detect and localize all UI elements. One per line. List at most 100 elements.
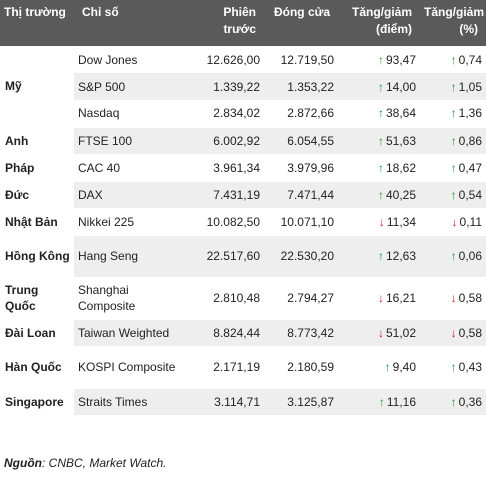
header-chg-pts: Tăng/giảm (điểm): [338, 0, 420, 46]
change-points-value: 14,00: [385, 79, 416, 94]
country-cell: Mỹ: [0, 46, 74, 127]
index-name-cell: DAX: [74, 180, 190, 208]
arrow-up-icon: ↑: [450, 394, 457, 409]
close-cell: 6.054,55: [264, 126, 338, 154]
prev-close-cell: 22.517,60: [190, 234, 264, 277]
arrow-down-icon: ↓: [377, 325, 384, 340]
header-row: Thị trường Chỉ số Phiên trước Đóng cửa T…: [0, 0, 486, 46]
prev-close-cell: 6.002,92: [190, 126, 264, 154]
change-percent-value: 0,58: [458, 291, 482, 305]
index-name-cell: FTSE 100: [74, 126, 190, 154]
change-points-cell: ↑ 93,47: [338, 46, 420, 73]
close-cell: 3.979,96: [264, 153, 338, 181]
arrow-up-icon: ↑: [450, 79, 457, 94]
change-percent-cell: ↓ 0,58: [420, 276, 486, 319]
change-percent-cell: ↑ 0,36: [420, 387, 486, 415]
index-name-cell: Straits Times: [74, 387, 190, 415]
table-row: Pháp CAC 40 3.961,34 3.979,96 ↑ 18,62 ↑ 0,47: [0, 153, 486, 181]
index-name-cell: Dow Jones: [78, 52, 138, 67]
change-points-value: 11,34: [386, 214, 416, 229]
arrow-up-icon: ↑: [377, 106, 384, 121]
arrow-up-icon: ↑: [378, 394, 385, 409]
table-row: Anh FTSE 100 6.002,92 6.054,55 ↑ 51,63 ↑ 0,86: [0, 126, 486, 154]
close-cell: 8.773,42: [264, 318, 338, 346]
change-percent-cell: ↓ 0,58: [420, 318, 486, 346]
prev-close-cell: 7.431,19: [190, 180, 264, 208]
change-points-cell: ↑ 38,64: [338, 100, 420, 127]
country-cell: Nhật Bản: [0, 207, 74, 235]
table-body: Mỹ Dow Jones 12.626,00 12.719,50 ↑ 93,47 ↑ 0,74…: [0, 46, 486, 415]
change-percent-cell: ↑ 0,47: [420, 153, 486, 181]
change-percent-value: 0,43: [458, 360, 482, 374]
arrow-down-icon: ↓: [450, 291, 457, 305]
close-cell: 7.471,44: [264, 180, 338, 208]
prev-close-cell: 3.114,71: [190, 387, 264, 415]
change-points-value: 9,40: [392, 360, 416, 374]
arrow-down-icon: ↓: [378, 214, 385, 229]
arrow-up-icon: ↑: [384, 360, 391, 374]
change-points-value: 51,02: [385, 325, 416, 340]
header-chg-pct: Tăng/giảm (%): [420, 0, 486, 46]
table-row: Hồng Kông Hang Seng 22.517,60 22.530,20 ↑ 12,…: [0, 234, 486, 277]
arrow-up-icon: ↑: [377, 52, 384, 67]
change-percent-value: 0,47: [458, 160, 482, 175]
change-percent-value: 1,36: [458, 106, 482, 121]
table-row: S&P 500 1.339,22 1.353,22 ↑ 14,00 ↑ 1,05: [0, 73, 486, 100]
index-name-cell: Hang Seng: [74, 234, 190, 277]
index-name-cell: Nasdaq: [78, 106, 120, 121]
change-points-value: 16,21: [385, 291, 416, 305]
prev-close-cell: 2.171,19: [190, 345, 264, 388]
country-cell: Hàn Quốc: [0, 345, 74, 388]
header-prev: Phiên trước: [190, 0, 264, 46]
header-close: Đóng cửa: [264, 0, 338, 46]
prev-close-cell: 10.082,50: [190, 207, 264, 235]
change-points-value: 38,64: [385, 106, 416, 121]
index-name-cell: Nikkei 225: [74, 207, 190, 235]
table-row: Đài Loan Taiwan Weighted 8.824,44 8.773,42 ↓…: [0, 318, 486, 346]
index-name-cell: Taiwan Weighted: [74, 318, 190, 346]
change-percent-value: 0,36: [458, 394, 482, 409]
change-points-cell: ↑ 18,62: [338, 153, 420, 181]
country-cell: Đức: [0, 180, 74, 208]
arrow-up-icon: ↑: [377, 79, 384, 94]
arrow-up-icon: ↑: [450, 133, 457, 148]
change-points-cell: ↑ 12,63: [338, 234, 420, 277]
change-percent-value: 0,86: [458, 133, 482, 148]
arrow-up-icon: ↑: [450, 106, 457, 121]
prev-close-cell: 3.961,34: [190, 153, 264, 181]
country-cell: Trung Quốc: [0, 276, 74, 319]
country-cell: Singapore: [0, 387, 74, 415]
index-name-cell: S&P 500: [74, 73, 190, 100]
change-percent-cell: ↑ 1,36: [420, 100, 486, 127]
source-label: Nguồn: [4, 456, 42, 470]
source-text: : CNBC, Market Watch.: [42, 456, 167, 470]
change-percent-cell: ↓ 0,11: [420, 207, 486, 235]
close-cell: 3.125,87: [264, 387, 338, 415]
close-cell: 2.872,66: [287, 106, 334, 121]
table-row: Mỹ Dow Jones 12.626,00 12.719,50 ↑ 93,47 ↑ 0,74: [0, 46, 486, 127]
table-row: Nhật Bản Nikkei 225 10.082,50 10.071,10 ↓ 11,…: [0, 207, 486, 235]
country-cell: Hồng Kông: [0, 234, 74, 277]
arrow-down-icon: ↓: [377, 291, 384, 305]
arrow-up-icon: ↑: [450, 249, 457, 263]
table-row: Singapore Straits Times 3.114,71 3.125,87 ↑ 1…: [0, 387, 486, 415]
prev-close-cell: 1.339,22: [190, 73, 264, 100]
change-points-cell: ↑ 14,00: [338, 73, 420, 100]
index-name-cell: Shanghai Composite: [74, 276, 190, 319]
change-points-cell: ↓ 11,34: [338, 207, 420, 235]
change-points-cell: ↑ 9,40: [338, 345, 420, 388]
market-index-table: Thị trường Chỉ số Phiên trước Đóng cửa T…: [0, 0, 486, 415]
change-points-cell: ↑ 11,16: [338, 387, 420, 415]
table-row: Trung Quốc Shanghai Composite 2.810,48 2.79…: [0, 276, 486, 319]
close-cell: 1.353,22: [264, 73, 338, 100]
arrow-down-icon: ↓: [451, 214, 458, 229]
country-cell: Anh: [0, 126, 74, 154]
prev-close-cell: 2.834,02: [213, 106, 260, 121]
arrow-up-icon: ↑: [450, 187, 457, 202]
source-note: Nguồn: CNBC, Market Watch.: [4, 456, 166, 470]
change-points-value: 18,62: [385, 160, 416, 175]
arrow-up-icon: ↑: [377, 160, 384, 175]
change-percent-value: 1,05: [458, 79, 482, 94]
change-points-value: 12,63: [385, 249, 416, 263]
